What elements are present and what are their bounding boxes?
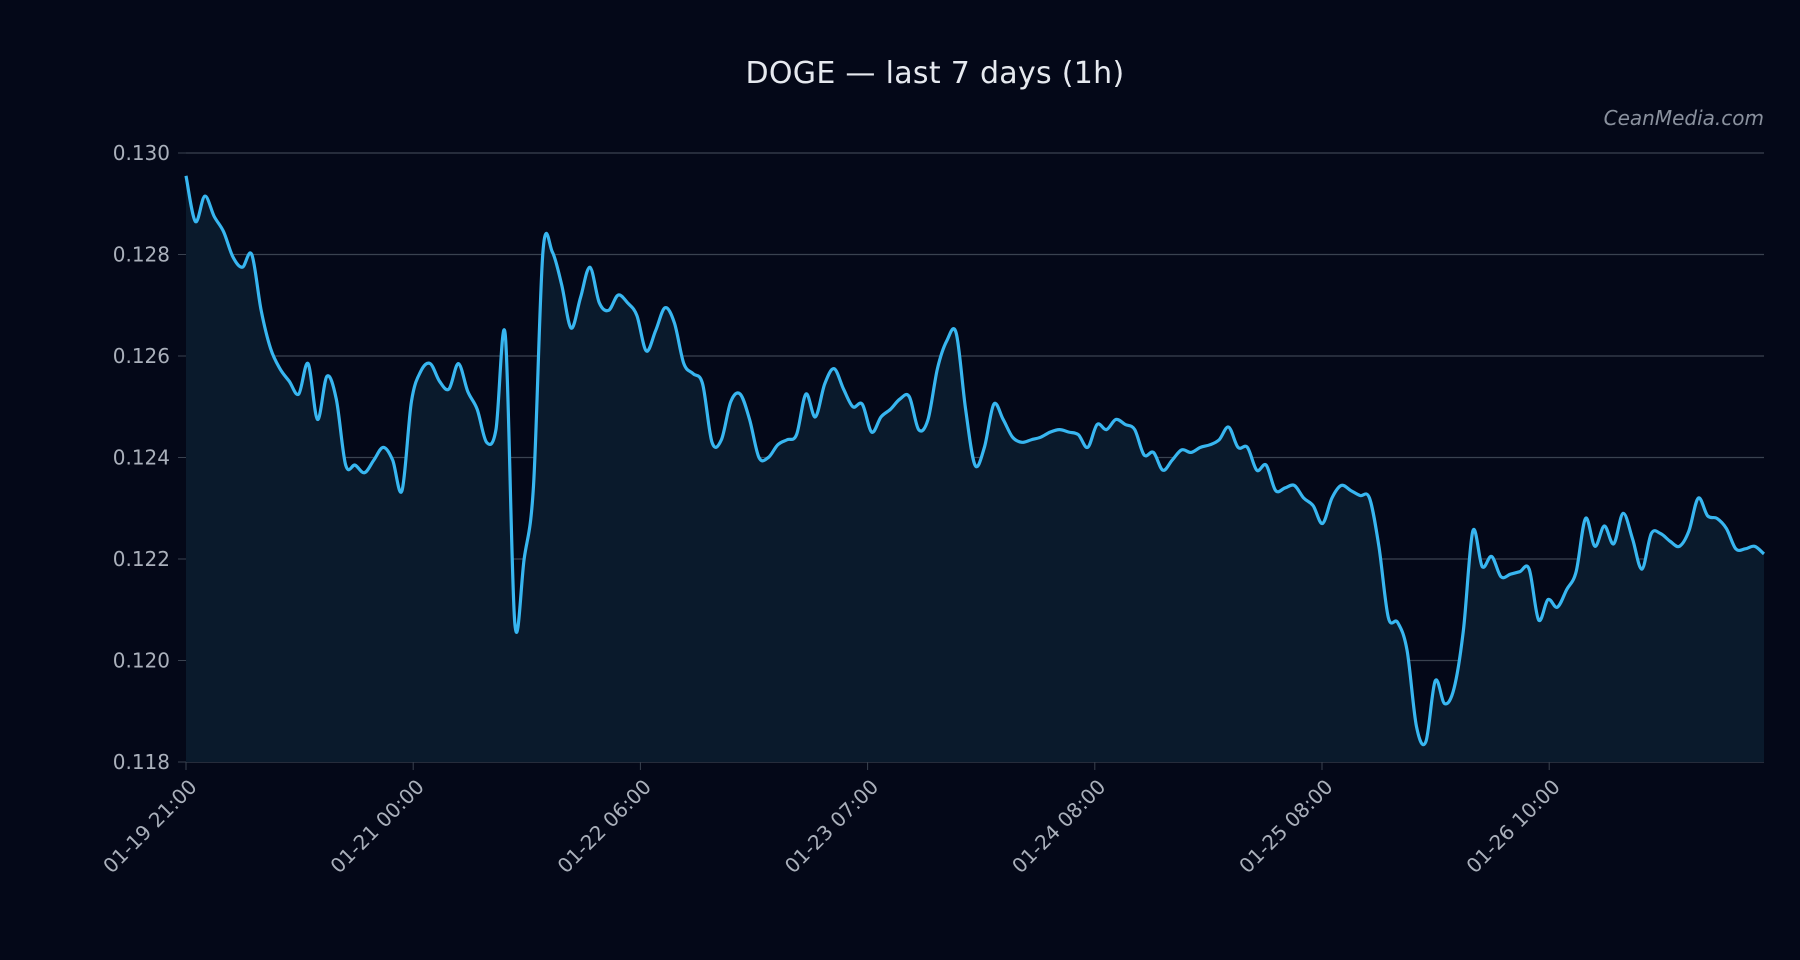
chart-title: DOGE — last 7 days (1h) [745, 56, 1125, 91]
y-axis-ticks: 0.118 0.120 0.122 0.124 0.126 0.128 0.130 [113, 141, 170, 774]
y-tick-label: 0.120 [113, 649, 170, 673]
y-tick-label: 0.124 [113, 446, 170, 470]
x-tick-label: 01-19 21:00 [98, 775, 201, 878]
x-axis-ticks: 01-19 21:00 01-21 00:00 01-22 06:00 01-23 0… [98, 762, 1565, 878]
x-tick-label: 01-26 10:00 [1461, 775, 1564, 878]
watermark: CeanMedia.com [1603, 106, 1764, 130]
y-tick-label: 0.128 [113, 243, 170, 267]
y-tick-label: 0.126 [113, 344, 170, 368]
y-tick-label: 0.130 [113, 141, 170, 165]
x-tick-label: 01-21 00:00 [325, 775, 428, 878]
area-fill [186, 175, 1764, 762]
price-line [184, 175, 1766, 747]
x-tick-label: 01-23 07:00 [780, 775, 883, 878]
x-tick-label: 01-24 08:00 [1007, 775, 1110, 878]
y-tick-label: 0.122 [113, 547, 170, 571]
x-tick-label: 01-25 08:00 [1234, 775, 1337, 878]
x-tick-label: 01-22 06:00 [553, 775, 656, 878]
y-tick-label: 0.118 [113, 750, 170, 774]
